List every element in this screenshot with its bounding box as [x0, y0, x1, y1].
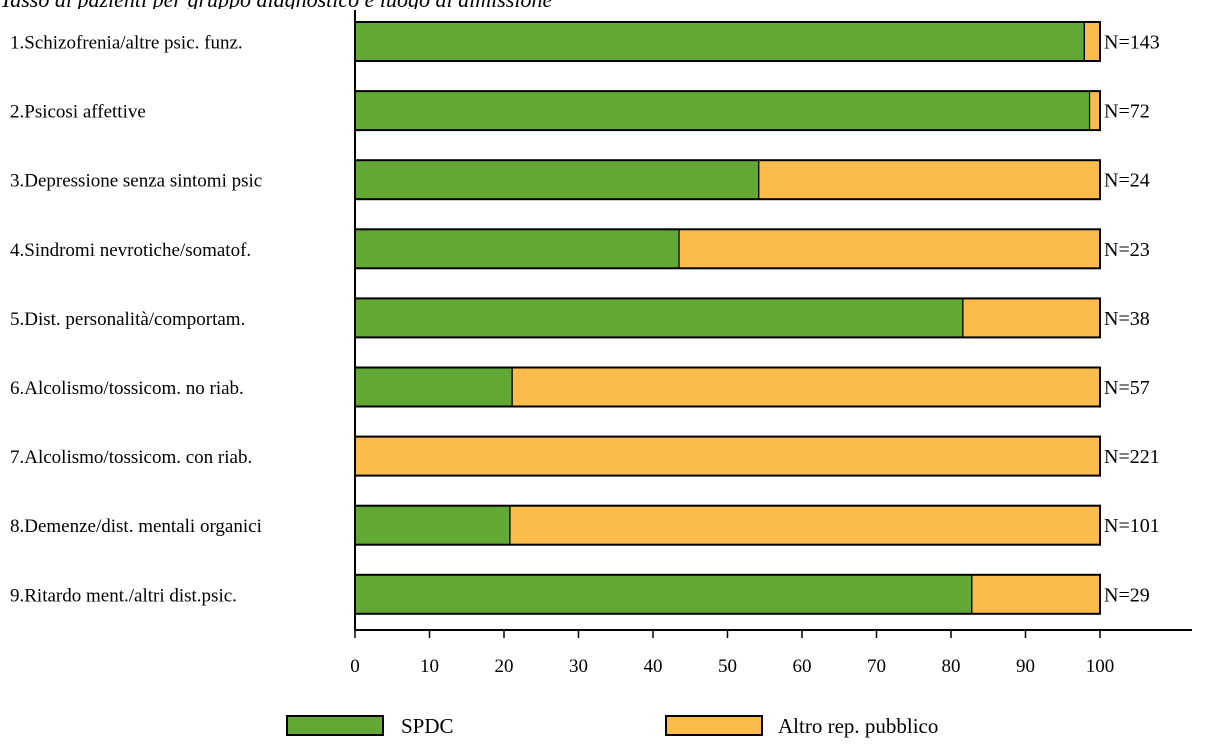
bar-segment-altro — [354, 436, 1101, 477]
bar-segment-spdc — [354, 21, 1085, 62]
bar-count-label: N=221 — [1104, 446, 1160, 468]
bar-segment-spdc — [354, 366, 513, 408]
chart-title: Tasso di pazienti per gruppo diagnostico… — [0, 0, 1211, 9]
bar-segment-spdc — [354, 574, 973, 615]
bar-segment-altro — [758, 159, 1101, 200]
bar-segment-spdc — [354, 159, 760, 200]
x-tick-label: 90 — [1016, 656, 1035, 677]
bar-segment-altro — [1083, 21, 1101, 62]
x-tick-label: 80 — [942, 656, 961, 677]
x-tick-label: 60 — [793, 656, 812, 677]
bar-segment-spdc — [354, 505, 511, 546]
bar-segment-altro — [509, 505, 1101, 546]
bar-count-label: N=101 — [1104, 515, 1160, 537]
category-label: 5.Dist. personalità/comportam. — [10, 309, 245, 330]
bar-segment-altro — [962, 297, 1101, 338]
bar-segment-spdc — [354, 297, 964, 338]
category-label: 4.Sindromi nevrotiche/somatof. — [10, 240, 251, 261]
category-label: 3.Depressione senza sintomi psic — [10, 171, 262, 192]
x-tick-label: 100 — [1086, 656, 1115, 677]
bar-count-label: N=29 — [1104, 584, 1150, 606]
bar-count-label: N=57 — [1104, 377, 1150, 399]
bar-count-label: N=38 — [1104, 308, 1150, 330]
category-label: 1.Schizofrenia/altre psic. funz. — [10, 33, 243, 54]
legend-label: SPDC — [401, 714, 454, 738]
bar-count-label: N=143 — [1104, 32, 1160, 54]
bar-count-label: N=72 — [1104, 101, 1150, 123]
category-label: 2.Psicosi affettive — [10, 102, 146, 123]
bar-segment-spdc — [354, 90, 1091, 131]
x-tick-label: 30 — [569, 656, 588, 677]
bar-segment-altro — [678, 228, 1101, 269]
legend-swatch-altro — [665, 715, 763, 736]
category-label: 8.Demenze/dist. mentali organici — [10, 516, 262, 537]
x-tick-label: 50 — [718, 656, 737, 677]
bar-count-label: N=23 — [1104, 239, 1150, 261]
bar-segment-altro — [1088, 90, 1101, 131]
bar-segment-altro — [511, 366, 1101, 408]
category-label: 9.Ritardo ment./altri dist.psic. — [10, 585, 237, 606]
bar-segment-spdc — [354, 228, 680, 269]
x-tick-label: 70 — [867, 656, 886, 677]
category-label: 7.Alcolismo/tossicom. con riab. — [10, 447, 252, 468]
x-tick-label: 20 — [495, 656, 514, 677]
x-tick-label: 40 — [644, 656, 663, 677]
category-label: 6.Alcolismo/tossicom. no riab. — [10, 378, 244, 399]
legend-swatch-spdc — [286, 715, 384, 736]
x-tick-label: 0 — [350, 656, 360, 677]
legend-label: Altro rep. pubblico — [778, 714, 938, 738]
x-tick-label: 10 — [420, 656, 439, 677]
bar-count-label: N=24 — [1104, 170, 1150, 192]
bar-segment-altro — [971, 574, 1101, 615]
